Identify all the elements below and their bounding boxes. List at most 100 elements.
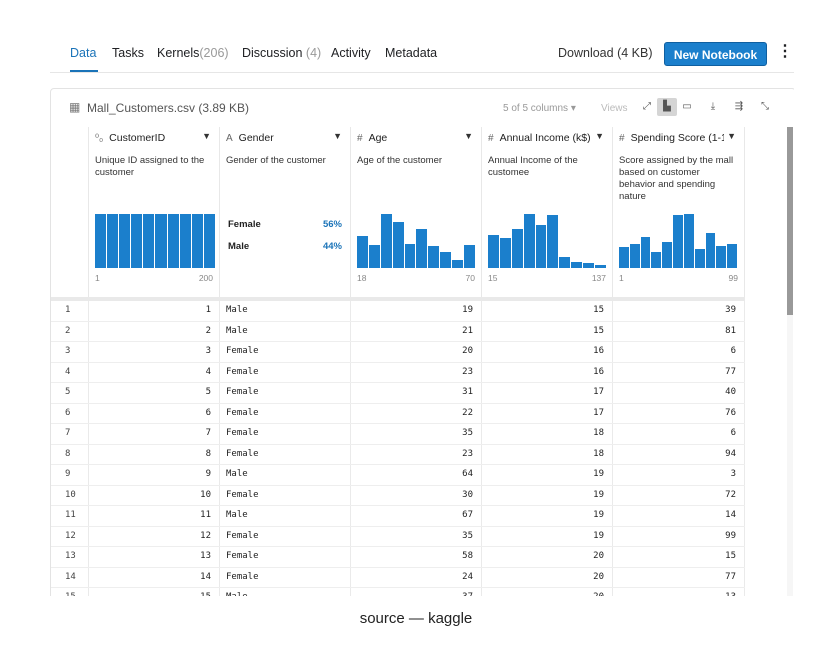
histogram-bar[interactable] — [464, 245, 475, 268]
column-header-annual-income[interactable]: # Annual Income (k$) ▼ Annual Income of t… — [482, 127, 613, 297]
histogram-bar[interactable] — [559, 257, 571, 268]
columns-selector[interactable]: 5 of 5 columns ▾ — [503, 103, 576, 114]
table-row[interactable]: 8 8 Female 23 18 94 — [51, 444, 745, 465]
table-row[interactable]: 2 2 Male 21 15 81 — [51, 321, 745, 342]
histogram-bar[interactable] — [191, 214, 203, 268]
filter-icon[interactable]: ▼ — [727, 131, 736, 141]
cell-gender: Female — [220, 424, 351, 444]
tab-activity[interactable]: Activity — [331, 46, 371, 60]
histogram-bar[interactable] — [727, 244, 737, 268]
scrollbar-thumb[interactable] — [787, 127, 793, 315]
cell-age: 35 — [351, 424, 482, 444]
histogram-bar[interactable] — [107, 214, 119, 268]
histogram-bar[interactable] — [179, 214, 191, 268]
table-row[interactable]: 10 10 Female 30 19 72 — [51, 485, 745, 506]
more-menu-icon[interactable]: ⋮ — [777, 43, 793, 60]
histogram-bar[interactable] — [694, 249, 705, 268]
histogram-bar[interactable] — [595, 265, 606, 268]
fullscreen-icon[interactable]: ⤡ — [761, 101, 769, 112]
histogram-bar[interactable] — [640, 237, 651, 268]
column-header-customerid[interactable]: ⁰₀ CustomerID ▼ Unique ID assigned to the… — [89, 127, 220, 297]
histogram-bar[interactable] — [203, 214, 215, 268]
histogram-bar[interactable] — [95, 214, 107, 268]
histogram-bar[interactable] — [662, 242, 673, 268]
histogram-bar[interactable] — [404, 244, 416, 268]
histogram-bar[interactable] — [511, 229, 523, 268]
histogram-bar[interactable] — [583, 263, 595, 268]
column-header-spending-score[interactable]: # Spending Score (1-100) ▼ Score assigned… — [613, 127, 745, 297]
filter-icon[interactable]: ▼ — [333, 131, 342, 141]
column-description: Gender of the customer — [226, 155, 326, 166]
category-label: Female — [228, 219, 261, 230]
column-header-gender[interactable]: A Gender ▼ Gender of the customer Female … — [220, 127, 351, 297]
histogram-bar[interactable] — [673, 215, 683, 268]
table-row[interactable]: 9 9 Male 64 19 3 — [51, 465, 745, 486]
histogram-bar[interactable] — [119, 214, 131, 268]
histogram-bar[interactable] — [167, 214, 179, 268]
row-number-header — [51, 127, 89, 297]
histogram-max: 70 — [465, 273, 475, 283]
histogram-bar[interactable] — [380, 214, 392, 268]
table-row[interactable]: 12 12 Female 35 19 99 — [51, 526, 745, 547]
expand-view-icon[interactable]: ⤢ — [643, 101, 651, 112]
histogram-bar[interactable] — [499, 238, 511, 268]
download-link[interactable]: Download (4 KB) — [558, 46, 653, 60]
histogram-bar[interactable] — [143, 214, 155, 268]
tab-discussion[interactable]: Discussion (4) — [242, 46, 322, 60]
filter-icon[interactable]: ▼ — [202, 131, 211, 141]
histogram-bar[interactable] — [547, 215, 559, 268]
table-row[interactable]: 6 6 Female 22 17 76 — [51, 403, 745, 424]
histogram-bar[interactable] — [629, 244, 640, 268]
table-row[interactable]: 1 1 Male 19 15 39 — [51, 301, 745, 322]
histogram — [95, 214, 215, 268]
tab-metadata[interactable]: Metadata — [385, 46, 438, 60]
cell-gender: Male — [220, 588, 351, 596]
histogram-bar[interactable] — [428, 246, 440, 268]
column-title: # Age — [357, 132, 387, 144]
histogram-bar[interactable] — [535, 225, 547, 268]
histogram-bar[interactable] — [705, 233, 716, 268]
histogram-bar[interactable] — [488, 235, 499, 268]
cell-annual-income: 18 — [482, 444, 613, 464]
tab-kernels[interactable]: Kernels(206) — [157, 46, 229, 60]
scrollbar-track[interactable] — [787, 127, 793, 596]
cell-customerid: 12 — [89, 526, 220, 546]
filter-icon[interactable]: ▼ — [464, 131, 473, 141]
share-icon[interactable]: ⇶ — [734, 101, 744, 112]
row-number: 6 — [51, 403, 89, 423]
table-row[interactable]: 7 7 Female 35 18 6 — [51, 424, 745, 445]
column-header-age[interactable]: # Age ▼ Age of the customer 18 70 — [351, 127, 482, 297]
filter-icon[interactable]: ▼ — [595, 131, 604, 141]
table-row[interactable]: 4 4 Female 23 16 77 — [51, 362, 745, 383]
histogram-bar[interactable] — [452, 260, 464, 268]
table-row[interactable]: 5 5 Female 31 17 40 — [51, 383, 745, 404]
histogram-bar[interactable] — [131, 214, 143, 268]
histogram-bar[interactable] — [619, 247, 629, 268]
table-row[interactable]: 1515Male372013 — [51, 588, 745, 596]
table-row[interactable]: 11 11 Male 67 19 14 — [51, 506, 745, 527]
histogram-bar[interactable] — [155, 214, 167, 268]
table-row[interactable]: 3 3 Female 20 16 6 — [51, 342, 745, 363]
tab-data[interactable]: Data — [70, 46, 97, 60]
new-notebook-button[interactable]: New Notebook — [664, 42, 767, 66]
cell-customerid: 14 — [89, 567, 220, 587]
histogram-bar[interactable] — [416, 229, 428, 268]
cell-customerid: 6 — [89, 403, 220, 423]
column-view-icon[interactable]: ▙ — [657, 98, 677, 116]
histogram-bar[interactable] — [392, 222, 404, 268]
category-label: Male — [228, 241, 250, 252]
tab-tasks[interactable]: Tasks — [112, 46, 144, 60]
histogram-bar[interactable] — [683, 214, 694, 268]
histogram-bar[interactable] — [651, 252, 662, 268]
histogram-bar[interactable] — [571, 262, 583, 268]
histogram-bar[interactable] — [523, 214, 535, 268]
histogram-bar[interactable] — [357, 236, 368, 268]
histogram-bar[interactable] — [440, 252, 452, 268]
table-view-icon[interactable]: ▭ — [682, 101, 692, 112]
table-row[interactable]: 14 14 Female 24 20 77 — [51, 567, 745, 588]
download-icon[interactable]: ⤓ — [710, 101, 716, 112]
row-number: 1 — [51, 301, 89, 321]
histogram-bar[interactable] — [716, 246, 727, 268]
table-row[interactable]: 13 13 Female 58 20 15 — [51, 547, 745, 568]
histogram-bar[interactable] — [368, 245, 380, 268]
